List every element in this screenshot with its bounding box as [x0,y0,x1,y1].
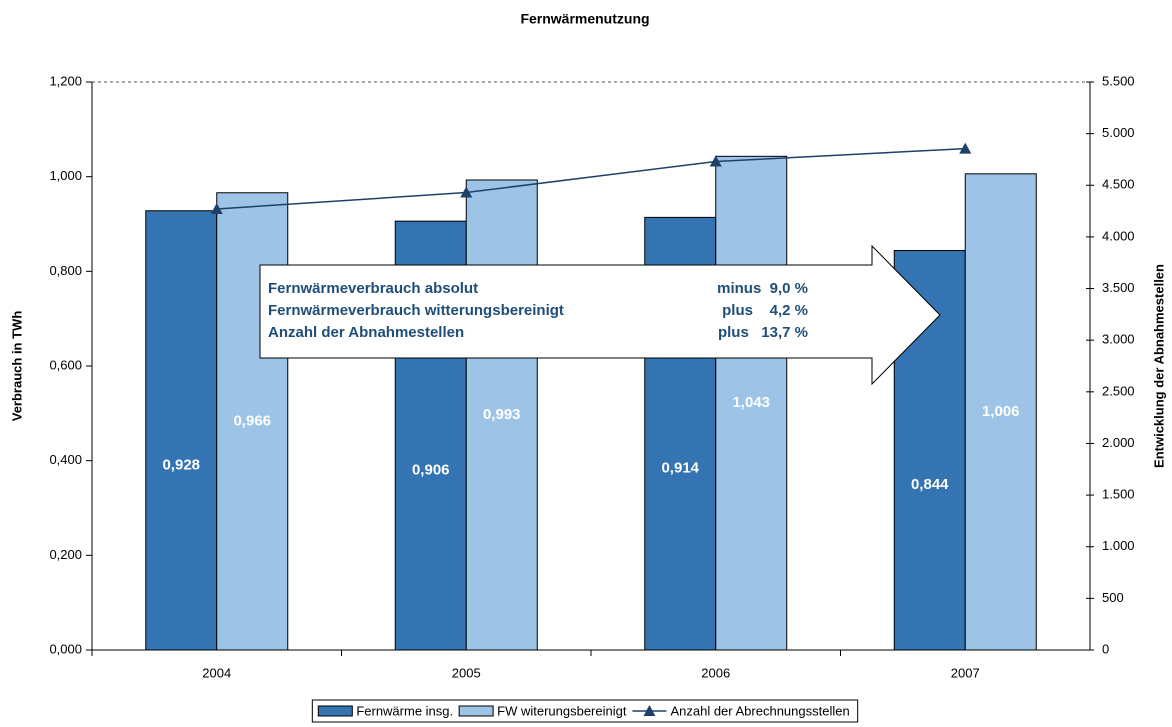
annotation-arrow [259,244,941,386]
bar [145,210,218,651]
chart-title: Fernwärmenutzung [520,11,649,27]
x-tick-label: 2007 [951,665,980,680]
marker [210,203,223,215]
x-tick-label: 2005 [452,665,481,680]
annotation-value: minus 9,0 % [717,280,808,297]
x-tick-label: 2004 [202,665,231,680]
annotation-text: Fernwärmeverbrauch absolut [268,280,478,297]
legend-item: FW witerungsbereinigt [458,703,627,718]
y-tick-label: 0,000 [49,641,82,656]
y2-tick-label: 4.000 [1102,228,1135,243]
data-label: 0,914 [661,460,699,477]
line [216,147,966,210]
x-tick-label: 2006 [701,665,730,680]
y2-tick-label: 5.000 [1102,125,1135,140]
y-tick-label: 0,200 [49,547,82,562]
data-label: 0,928 [162,456,200,473]
legend-label: Fernwärme insg. [356,703,453,718]
annotation-text: Anzahl der Abnahmestellen [268,324,464,341]
y2-tick-label: 1.000 [1102,538,1135,553]
legend-swatch [458,705,494,717]
marker [959,142,972,154]
bar [715,155,788,651]
legend-item: Fernwärme insg. [317,703,453,718]
marker [709,155,722,167]
data-label: 0,906 [412,462,450,479]
annotation-value: plus 13,7 % [718,324,808,341]
data-label: 0,993 [483,406,521,423]
y2-axis-label: Entwicklung der Abnahmestellen [1151,264,1166,468]
legend-label: FW witerungsbereinigt [497,703,627,718]
y2-tick-label: 0 [1102,641,1109,656]
y-tick-label: 0,400 [49,452,82,467]
legend-swatch [317,705,353,717]
y2-tick-label: 1.500 [1102,487,1135,502]
data-label: 1,043 [732,394,770,411]
y-tick-label: 0,800 [49,263,82,278]
bar [465,179,538,651]
data-label: 1,006 [982,403,1020,420]
bar [964,173,1037,651]
annotation-value: plus 4,2 % [722,302,808,319]
marker [460,186,473,198]
y2-tick-label: 3.000 [1102,332,1135,347]
y2-tick-label: 2.000 [1102,435,1135,450]
legend: Fernwärme insg. FW witerungsbereinigt Anza… [311,699,859,723]
data-label: 0,966 [233,412,271,429]
legend-swatch [643,705,656,716]
y-axis-label: Verbrauch in TWh [9,311,24,422]
y2-tick-label: 2.500 [1102,383,1135,398]
y2-tick-label: 4.500 [1102,177,1135,192]
legend-box [311,699,859,723]
y2-tick-label: 5.500 [1102,73,1135,88]
y2-tick-label: 3.500 [1102,280,1135,295]
annotation-text: Fernwärmeverbrauch witterungsbereinigt [268,302,564,319]
y-tick-label: 1,200 [49,73,82,88]
legend-label: Anzahl der Abrechnungsstellen [670,703,849,718]
y2-tick-label: 500 [1102,590,1124,605]
y-tick-label: 0,600 [49,357,82,372]
y-tick-label: 1,000 [49,168,82,183]
data-label: 0,844 [911,476,949,493]
legend-item: Anzahl der Abrechnungsstellen [632,703,850,718]
